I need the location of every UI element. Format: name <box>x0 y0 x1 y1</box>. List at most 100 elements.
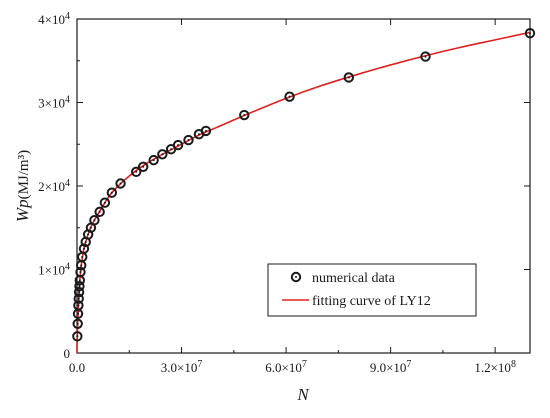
x-tick-label-exp-4: 8 <box>511 359 516 370</box>
data-point-center-3 <box>77 304 80 307</box>
data-point-center-23 <box>161 153 164 156</box>
data-point-11 <box>78 243 90 254</box>
numerical-data-layer <box>72 27 536 342</box>
x-tick-label-exp-1: 7 <box>197 359 202 370</box>
data-point-center-2 <box>77 312 80 315</box>
data-point-center-29 <box>243 114 246 117</box>
data-point-17 <box>99 197 111 208</box>
data-point-center-9 <box>80 264 83 267</box>
data-point-center-6 <box>78 285 81 288</box>
y-tick-label-base-1: 1×10 <box>38 263 65 278</box>
data-point-center-12 <box>84 240 87 243</box>
data-point-28 <box>200 125 212 137</box>
data-point-center-18 <box>110 191 113 194</box>
legend-label-fitting-curve: fitting curve of LY12 <box>312 294 431 309</box>
x-tick-label-3: 9.0×107 <box>370 359 412 375</box>
data-point-center-33 <box>529 32 531 35</box>
data-point-5 <box>73 286 85 298</box>
data-point-26 <box>183 134 194 146</box>
fitting-curve-line <box>76 31 531 354</box>
data-point-33 <box>524 27 536 39</box>
data-point-center-26 <box>187 139 190 142</box>
x-tick-label-base-4: 1.2×10 <box>474 360 511 375</box>
y-axis-title-group: Wp(MJ/m³) <box>13 150 32 222</box>
legend-marker-numerical-data-dot <box>295 276 297 278</box>
y-tick-label-exp-2: 4 <box>65 178 70 189</box>
x-tick-label-1: 3.0×107 <box>161 359 203 375</box>
data-point-center-16 <box>98 210 101 213</box>
x-tick-label-base-3: 9.0×10 <box>370 360 407 375</box>
data-point-center-30 <box>288 95 291 98</box>
x-tick-label-base-0: 0.0 <box>69 360 85 375</box>
data-point-center-13 <box>87 233 90 236</box>
x-tick-label-exp-2: 7 <box>302 359 307 370</box>
y-tick-label-3: 3×104 <box>38 95 70 111</box>
data-point-19 <box>115 178 126 189</box>
y-tick-label-1: 1×104 <box>38 262 70 278</box>
x-tick-label-2: 6.0×107 <box>265 359 307 375</box>
data-point-center-27 <box>197 133 200 136</box>
data-point-center-15 <box>93 219 96 222</box>
y-tick-label-base-2: 2×10 <box>38 179 65 194</box>
data-point-center-0 <box>76 335 79 338</box>
x-tick-label-exp-3: 7 <box>406 359 411 370</box>
data-point-22 <box>148 154 159 166</box>
data-point-21 <box>138 161 149 172</box>
data-point-center-10 <box>81 255 84 258</box>
y-tick-label-0: 0 <box>64 346 71 361</box>
y-tick-label-exp-3: 4 <box>65 95 70 106</box>
data-point-20 <box>131 166 142 178</box>
data-point-center-7 <box>78 279 81 282</box>
y-axis-title: Wp <box>13 199 32 222</box>
data-point-15 <box>89 215 100 226</box>
legend-label-numerical-data: numerical data <box>312 271 396 286</box>
data-point-center-11 <box>82 247 85 250</box>
y-tick-label-base-3: 3×10 <box>38 96 65 111</box>
data-point-25 <box>172 139 184 151</box>
data-point-center-8 <box>79 271 82 274</box>
y-tick-label-base-4: 4×10 <box>38 12 65 27</box>
y-tick-label-exp-1: 4 <box>65 262 70 273</box>
data-point-29 <box>239 109 250 121</box>
x-tick-label-base-2: 6.0×10 <box>265 360 302 375</box>
data-point-center-25 <box>177 144 180 147</box>
data-point-3 <box>73 300 84 311</box>
data-point-16 <box>94 206 105 218</box>
data-point-23 <box>157 149 168 160</box>
data-point-18 <box>106 187 118 198</box>
data-point-center-19 <box>119 182 122 185</box>
data-point-31 <box>343 72 354 83</box>
y-tick-label-exp-4: 4 <box>65 11 70 22</box>
data-point-center-1 <box>76 322 79 325</box>
data-point-1 <box>72 318 83 329</box>
data-point-0 <box>72 331 83 342</box>
y-axis-unit: (MJ/m³) <box>16 150 32 200</box>
x-tick-label-4: 1.2×108 <box>474 359 516 375</box>
data-point-center-5 <box>78 291 81 294</box>
y-axis-title-text: Wp(MJ/m³) <box>13 150 32 222</box>
data-point-center-20 <box>135 170 138 173</box>
data-point-4 <box>73 293 84 304</box>
x-tick-label-base-1: 3.0×10 <box>161 360 198 375</box>
data-point-center-28 <box>204 129 207 132</box>
data-point-center-17 <box>103 201 106 204</box>
data-point-center-24 <box>170 148 173 151</box>
y-tick-label-base-0: 0 <box>64 346 71 361</box>
data-point-30 <box>284 91 295 102</box>
data-point-center-14 <box>89 226 92 229</box>
data-point-center-32 <box>424 55 427 58</box>
data-point-center-22 <box>152 159 155 162</box>
y-tick-label-2: 2×104 <box>38 178 70 194</box>
data-point-center-21 <box>142 165 145 168</box>
x-tick-label-0: 0.0 <box>69 360 85 375</box>
legend-marker-numerical-data <box>290 271 302 283</box>
y-tick-label-4: 4×104 <box>38 11 70 27</box>
fitting-curve-layer <box>76 31 531 354</box>
data-point-8 <box>75 266 86 278</box>
legend: numerical data fitting curve of LY12 <box>267 263 477 317</box>
data-point-32 <box>420 51 431 62</box>
data-point-center-31 <box>347 76 350 79</box>
data-point-center-4 <box>77 297 80 300</box>
